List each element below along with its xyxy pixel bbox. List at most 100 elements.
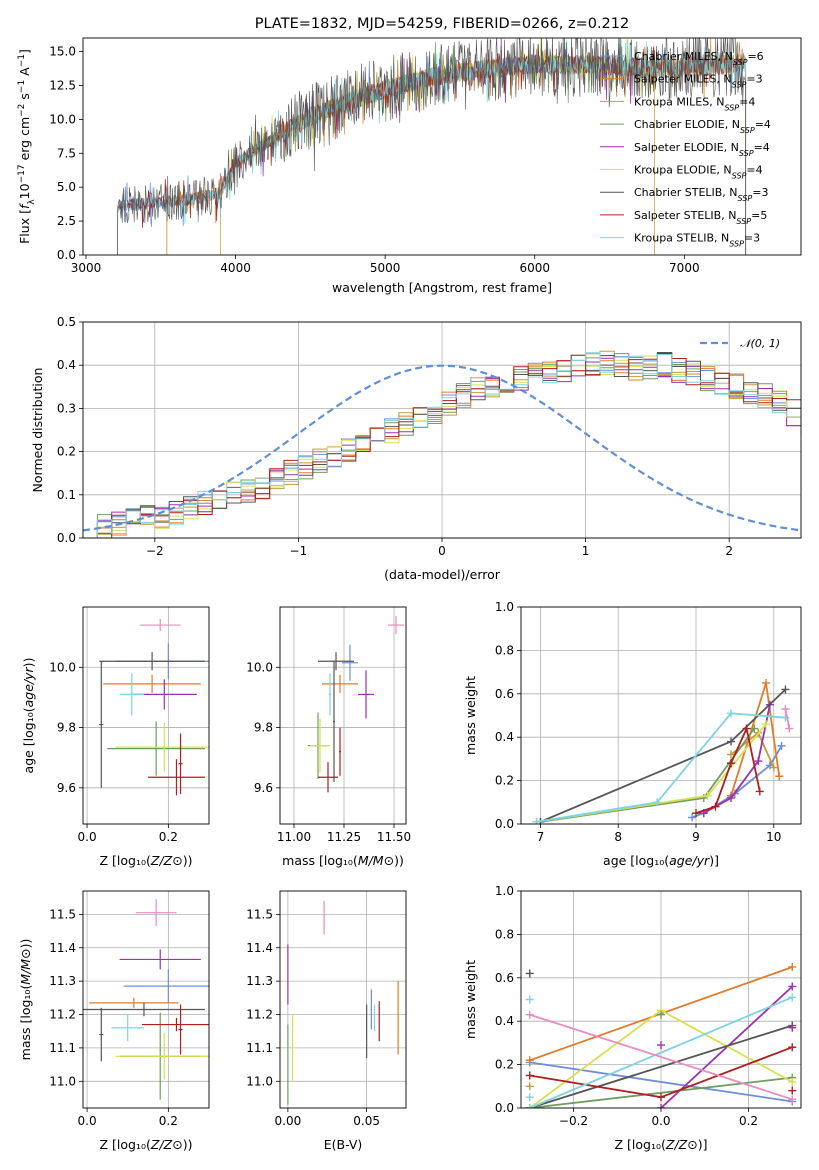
y-tick-label: 0.2 [495, 1058, 514, 1072]
axes-frame [82, 606, 210, 825]
data-marker [788, 1086, 797, 1095]
series-line [529, 996, 793, 1108]
axes-frame [82, 37, 802, 256]
data-marker [781, 685, 790, 694]
data-marker [754, 757, 763, 766]
axes-spectrum: 3000 4000 5000 6000 7000 0.0 2.5 5.0 7.5 10.0 12.5… [49, 45, 699, 275]
y-tick-label: 11.0 [246, 1074, 273, 1088]
data-marker [788, 1077, 797, 1086]
data-marker [657, 1093, 665, 1102]
x-tick-label: 0.05 [353, 1114, 380, 1128]
x-tick-label: 10 [766, 830, 781, 844]
y-tick-label: 9.8 [57, 721, 76, 735]
y-tick-label: 11.1 [49, 1041, 76, 1055]
x-axis-label: E(B-V) [324, 1137, 363, 1152]
plot-area-spectrum [117, 38, 747, 255]
y-axis-label: age [log₁₀(age/yr)) [21, 658, 36, 774]
x-tick-label: 3000 [71, 261, 102, 275]
y-tick-label: 1.0 [495, 884, 514, 898]
y-tick-label: 2.5 [57, 214, 76, 228]
y-axis-label: mass [log₁₀(M/M⊙)) [18, 939, 33, 1061]
histogram-step [83, 350, 801, 538]
axes-frame [82, 890, 210, 1109]
data-marker [688, 813, 697, 822]
data-marker [788, 993, 797, 1002]
x-tick-label: 0.2 [159, 830, 178, 844]
spectrum-line [117, 38, 746, 255]
axes-frame [279, 890, 407, 1109]
x-tick-label: 4000 [220, 261, 251, 275]
data-marker [703, 791, 712, 800]
x-tick-label: 0 [438, 544, 446, 558]
histogram-step [83, 352, 801, 538]
y-axis-label: Normed distribution [30, 368, 45, 493]
x-tick-label: 0.00 [275, 1114, 302, 1128]
y-tick-label: 11.4 [49, 941, 76, 955]
y-axis-label: mass weight [463, 960, 478, 1039]
axes-frame [520, 890, 802, 1109]
y-tick-label: 0.4 [495, 730, 514, 744]
data-marker [788, 1043, 797, 1052]
x-axis-label: (data-model)/error [384, 567, 501, 582]
x-tick-label: 0.0 [78, 830, 97, 844]
legend: Chabrier MILES, NSSP=6 Salpeter MILES, NS… [600, 50, 771, 248]
x-tick-label: −1 [290, 544, 308, 558]
y-tick-label: 11.1 [246, 1041, 273, 1055]
x-tick-label: 11.25 [327, 830, 361, 844]
y-tick-label: 0.5 [57, 315, 76, 329]
y-tick-label: 11.2 [49, 1008, 76, 1022]
y-tick-label: 10.0 [246, 660, 273, 674]
data-marker [788, 1095, 797, 1104]
axes-frame [82, 321, 802, 539]
data-marker [788, 982, 797, 991]
y-tick-label: 9.6 [254, 781, 273, 795]
y-tick-label: 0.6 [495, 687, 514, 701]
y-tick-label: 0.2 [57, 445, 76, 459]
data-marker [525, 1082, 534, 1091]
data-marker [727, 750, 735, 759]
legend-entry: Chabrier STELIB, NSSP=3 [634, 186, 768, 203]
x-axis-label: Z [log₁₀(Z/Z⊙)) [100, 853, 193, 868]
series-line [703, 704, 771, 814]
x-tick-label: 0.0 [78, 1114, 97, 1128]
x-axis-label: Z [log₁₀(Z/Z⊙)] [615, 1137, 708, 1152]
x-tick-label: 11.00 [277, 830, 311, 844]
y-tick-label: 11.5 [49, 907, 76, 921]
axes-mass-vs-ebv: 0.00 0.05 11.0 11.1 11.2 11.3 11.4 11.5 [246, 891, 406, 1128]
x-tick-label: 11.50 [377, 830, 411, 844]
y-tick-label: 1.0 [495, 600, 514, 614]
y-tick-label: 9.6 [57, 781, 76, 795]
legend-entry: Chabrier MILES, NSSP=6 [634, 50, 764, 67]
y-tick-label: 9.8 [254, 721, 273, 735]
legend-entry: Kroupa STELIB, NSSP=3 [634, 232, 760, 249]
legend-entry: Kroupa MILES, NSSP=4 [634, 95, 755, 112]
axes-age-vs-Z: 0.0 0.2 9.6 9.8 10.0 [49, 607, 209, 844]
data-marker [653, 798, 662, 807]
data-marker [525, 1104, 534, 1108]
data-marker [525, 1071, 534, 1080]
data-marker [777, 741, 786, 750]
data-marker [727, 709, 735, 718]
x-axis-label: Z [log₁₀(Z/Z⊙)) [100, 1137, 193, 1152]
series-line [536, 712, 786, 823]
legend-entry: Salpeter ELODIE, NSSP=4 [634, 141, 770, 158]
series-line [529, 1061, 793, 1103]
data-marker [781, 713, 790, 722]
data-marker [750, 724, 759, 733]
y-tick-label: 5.0 [57, 180, 76, 194]
plot-area-residuals [83, 350, 801, 538]
x-axis-label: wavelength [Angstrom, rest frame] [332, 280, 552, 295]
data-marker [657, 1104, 665, 1108]
y-tick-label: 0.4 [495, 1014, 514, 1028]
normal-reference-curve [83, 364, 801, 532]
x-tick-label: −2 [146, 544, 164, 558]
y-tick-label: 0.0 [57, 248, 76, 262]
data-marker [711, 802, 720, 811]
data-marker [525, 995, 534, 1004]
series-line [529, 1013, 793, 1101]
y-axis-label: Flux [fλ10−17 erg cm−2 s−1 A−1] [17, 49, 37, 244]
series-line [730, 682, 781, 797]
y-tick-label: 11.2 [246, 1008, 273, 1022]
data-marker [785, 724, 794, 733]
